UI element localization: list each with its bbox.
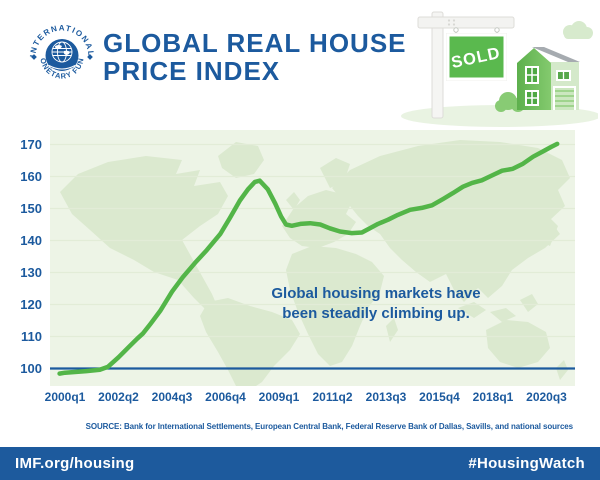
footer-url: IMF.org/housing — [15, 455, 135, 472]
source-note: SOURCE: Bank for International Settlemen… — [85, 422, 573, 431]
y-tick-label: 140 — [20, 232, 42, 248]
x-tick-label: 2004q3 — [151, 390, 193, 404]
cloud-icon — [563, 21, 593, 39]
page-title-line1: GLOBAL REAL HOUSE — [103, 28, 407, 58]
y-tick-label: 170 — [20, 136, 42, 152]
sold-house-illustration: SOLD — [401, 11, 598, 127]
tower-window-top — [525, 66, 539, 84]
footer-hashtag: #HousingWatch — [468, 455, 585, 472]
x-tick-label: 2020q3 — [526, 390, 567, 404]
y-tick-label: 120 — [20, 296, 42, 312]
plot-svg — [50, 140, 575, 386]
logo-laurel — [48, 65, 76, 73]
imf-logo: INTERNATIONAL MONETARY FUND — [29, 24, 95, 90]
x-tick-label: 2015q4 — [419, 390, 460, 404]
x-tick-label: 2002q2 — [98, 390, 139, 404]
plot-area: Global housing markets have been steadil… — [50, 130, 575, 386]
y-tick-label: 150 — [20, 200, 42, 216]
x-tick-label: 2018q1 — [472, 390, 514, 404]
y-tick-label: 160 — [20, 168, 42, 184]
page-title-line2: PRICE INDEX — [103, 56, 281, 86]
sold-sign: SOLD — [446, 33, 507, 81]
y-axis: 100 110 120 130 140 150 160 170 — [0, 130, 42, 386]
tower-window-bottom — [525, 90, 539, 106]
annotation-line2: been steadily climbing up. — [282, 305, 470, 322]
house-icon — [517, 47, 580, 110]
x-tick-label: 2009q1 — [258, 390, 300, 404]
x-axis: 2000q1 2002q2 2004q3 2006q4 2009q1 2011q2 2013… — [45, 390, 575, 406]
globe-continents — [55, 45, 70, 55]
annotation-line1: Global housing markets have — [271, 285, 481, 302]
ground-shadow — [401, 105, 598, 127]
page-title: GLOBAL REAL HOUSE PRICE INDEX — [103, 29, 407, 85]
sign-post — [417, 11, 515, 119]
y-tick-label: 100 — [20, 360, 42, 376]
x-tick-label: 2013q3 — [365, 390, 407, 404]
x-tick-label: 2000q1 — [44, 390, 86, 404]
x-tick-label: 2011q2 — [312, 390, 353, 404]
footer-bar: IMF.org/housing #HousingWatch — [0, 447, 600, 480]
price-line — [57, 141, 560, 376]
post-screws — [447, 19, 456, 26]
chart-annotation: Global housing markets have been steadil… — [236, 284, 516, 324]
globe-icon — [51, 41, 73, 63]
garage-door — [553, 86, 576, 110]
x-tick-label: 2006q4 — [205, 390, 246, 404]
side-window — [556, 70, 571, 81]
house-roof — [532, 47, 580, 62]
y-tick-label: 110 — [21, 328, 42, 344]
world-map — [60, 140, 570, 386]
y-tick-label: 130 — [20, 264, 42, 280]
